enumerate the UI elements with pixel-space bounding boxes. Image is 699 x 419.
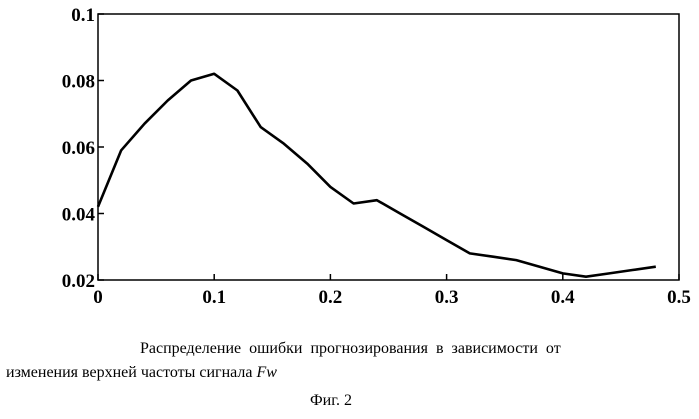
figure-label: Фиг. 2: [310, 392, 352, 410]
caption-line-1: Распределение ошибки прогнозирования в з…: [140, 340, 561, 358]
x-tick-label: 0.2: [319, 287, 343, 308]
x-tick-label: 0.5: [667, 287, 691, 308]
caption-symbol: Fw: [257, 364, 277, 381]
x-tick-label: 0.3: [435, 287, 459, 308]
tick-labels: 00.10.20.30.40.50.020.040.060.080.1: [62, 5, 691, 308]
y-tick-label: 0.02: [62, 271, 95, 292]
axis-ticks: [98, 14, 679, 280]
data-points: [98, 74, 656, 277]
series-line: [98, 74, 656, 277]
x-tick-label: 0.4: [551, 287, 575, 308]
caption-line-2-text: изменения верхней частоты сигнала: [6, 364, 257, 381]
plot-frame: [98, 14, 679, 280]
y-tick-label: 0.08: [62, 72, 95, 93]
y-tick-label: 0.06: [62, 138, 95, 159]
y-tick-label: 0.04: [62, 205, 96, 226]
caption-line-2: изменения верхней частоты сигнала Fw: [6, 364, 277, 382]
y-tick-label: 0.1: [71, 5, 95, 26]
x-tick-label: 0.1: [202, 287, 226, 308]
